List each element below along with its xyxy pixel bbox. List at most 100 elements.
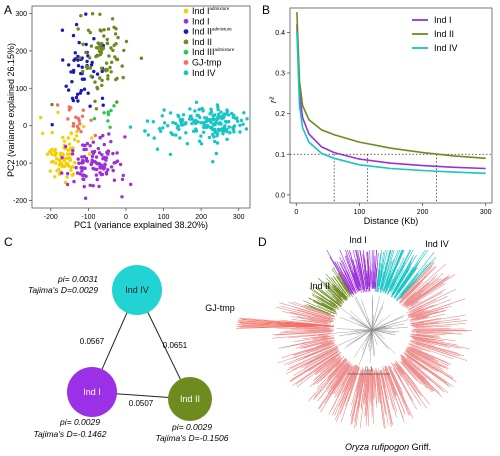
- pca-point: [73, 51, 78, 55]
- tree-branch: [321, 340, 333, 345]
- tree-branch: [304, 345, 334, 358]
- tree-branch: [414, 316, 427, 321]
- pi-ind1: pi= 0.0029: [59, 417, 100, 427]
- fst-ind4-ind1: 0.0567: [80, 337, 105, 346]
- tree-branch: [408, 353, 419, 362]
- pca-legend-marker: [183, 60, 189, 65]
- tree-internal-branch: [349, 317, 373, 331]
- pca-point: [98, 135, 102, 140]
- pca-point: [190, 117, 194, 121]
- tree-branch: [322, 284, 342, 302]
- tree-branch: [296, 355, 338, 387]
- pca-point: [112, 104, 116, 108]
- pca-point: [143, 129, 147, 133]
- pca-point: [224, 112, 228, 116]
- tree-branch: [374, 373, 378, 408]
- tree-scale-label: 0.1: [365, 367, 374, 373]
- tree-branch: [304, 351, 334, 369]
- tree-branch: [390, 261, 406, 292]
- tree-branch: [401, 266, 433, 299]
- ld-y-axis: 0.0 0.1 0.2 0.3 0.4: [275, 30, 290, 199]
- tree-branch: [344, 255, 358, 289]
- pca-point: [115, 151, 119, 155]
- tree-branch: [321, 302, 336, 311]
- tree-branch: [353, 273, 360, 291]
- tree-branch: [374, 249, 377, 286]
- pca-point: [73, 57, 77, 61]
- pca-point: [57, 167, 61, 171]
- pca-point: [102, 166, 107, 170]
- pca-point: [193, 109, 197, 113]
- pca-point: [86, 28, 91, 32]
- pca-point: [95, 85, 99, 90]
- pca-point: [60, 171, 64, 175]
- tree-branch: [317, 277, 345, 304]
- pca-point: [123, 135, 127, 139]
- pca-point: [62, 139, 67, 143]
- tree-branch: [276, 306, 334, 322]
- tree-branch: [315, 286, 342, 307]
- pca-point: [75, 92, 80, 97]
- pca-legend-label: GJ-tmp: [192, 58, 222, 68]
- tree-branch: [414, 338, 430, 343]
- tree-branch: [393, 366, 414, 402]
- tree-branch: [293, 309, 332, 320]
- pca-point: [82, 184, 87, 189]
- pca-point: [204, 116, 209, 120]
- pca-point: [84, 64, 89, 69]
- tree-branch: [313, 299, 334, 311]
- pca-point: [65, 182, 70, 187]
- tree-branch: [330, 302, 337, 307]
- tree-branch: [400, 362, 411, 374]
- pca-point: [76, 116, 81, 121]
- tree-branch: [277, 344, 330, 364]
- tree-internal-branch: [371, 329, 400, 332]
- tree-branch: [316, 357, 346, 389]
- tree-branch: [302, 335, 329, 340]
- tree-branch: [335, 362, 341, 368]
- tree-branch: [326, 249, 350, 291]
- tree-branch: [321, 289, 340, 305]
- pca-point: [188, 107, 192, 111]
- tree-branch: [392, 269, 404, 292]
- pca-point: [45, 152, 50, 156]
- tree-branch: [389, 370, 401, 395]
- tree-branch: [406, 276, 448, 307]
- tree-branch: [351, 369, 364, 420]
- pca-point: [216, 107, 220, 112]
- tree-branch: [279, 331, 331, 334]
- pca-point: [50, 152, 54, 156]
- pca-point: [202, 121, 206, 125]
- fst-ind4-ind2: 0.0651: [163, 341, 188, 350]
- pca-point: [100, 69, 104, 74]
- tree-branch: [313, 357, 341, 382]
- tree-branch: [309, 358, 341, 387]
- tree-branch: [412, 322, 425, 325]
- pca-x-tick-label: 100: [158, 214, 170, 221]
- species-authority: Griff.: [412, 442, 431, 452]
- ld-x-axis: 0 100 200 300: [294, 203, 492, 216]
- pca-x-tick-label: 0: [124, 214, 128, 221]
- pca-point: [67, 63, 71, 67]
- tree-internal-branch: [371, 296, 380, 331]
- tree-branch: [302, 319, 331, 325]
- pca-x-axis: -200 -100 0 100 200 300: [44, 208, 245, 221]
- tree-branch: [318, 296, 340, 310]
- pca-point: [50, 130, 54, 135]
- tree-branch: [318, 334, 330, 336]
- ld-y-tick-label: 0.2: [275, 111, 285, 118]
- tree-branch: [377, 373, 384, 422]
- pca-point: [63, 180, 68, 185]
- pca-x-tick-label: -100: [81, 214, 95, 221]
- tree-branch: [317, 363, 347, 402]
- tree-branch: [272, 331, 331, 335]
- pca-point: [47, 150, 52, 154]
- pca-point: [69, 106, 73, 110]
- tree-branch: [414, 316, 429, 321]
- species-caption: Oryza rufipogon Griff.: [345, 442, 431, 452]
- pca-point: [213, 139, 217, 144]
- tree-branch: [399, 280, 416, 299]
- tree-branch: [381, 249, 391, 288]
- tree-branch: [283, 338, 328, 348]
- tree-branch: [380, 372, 392, 428]
